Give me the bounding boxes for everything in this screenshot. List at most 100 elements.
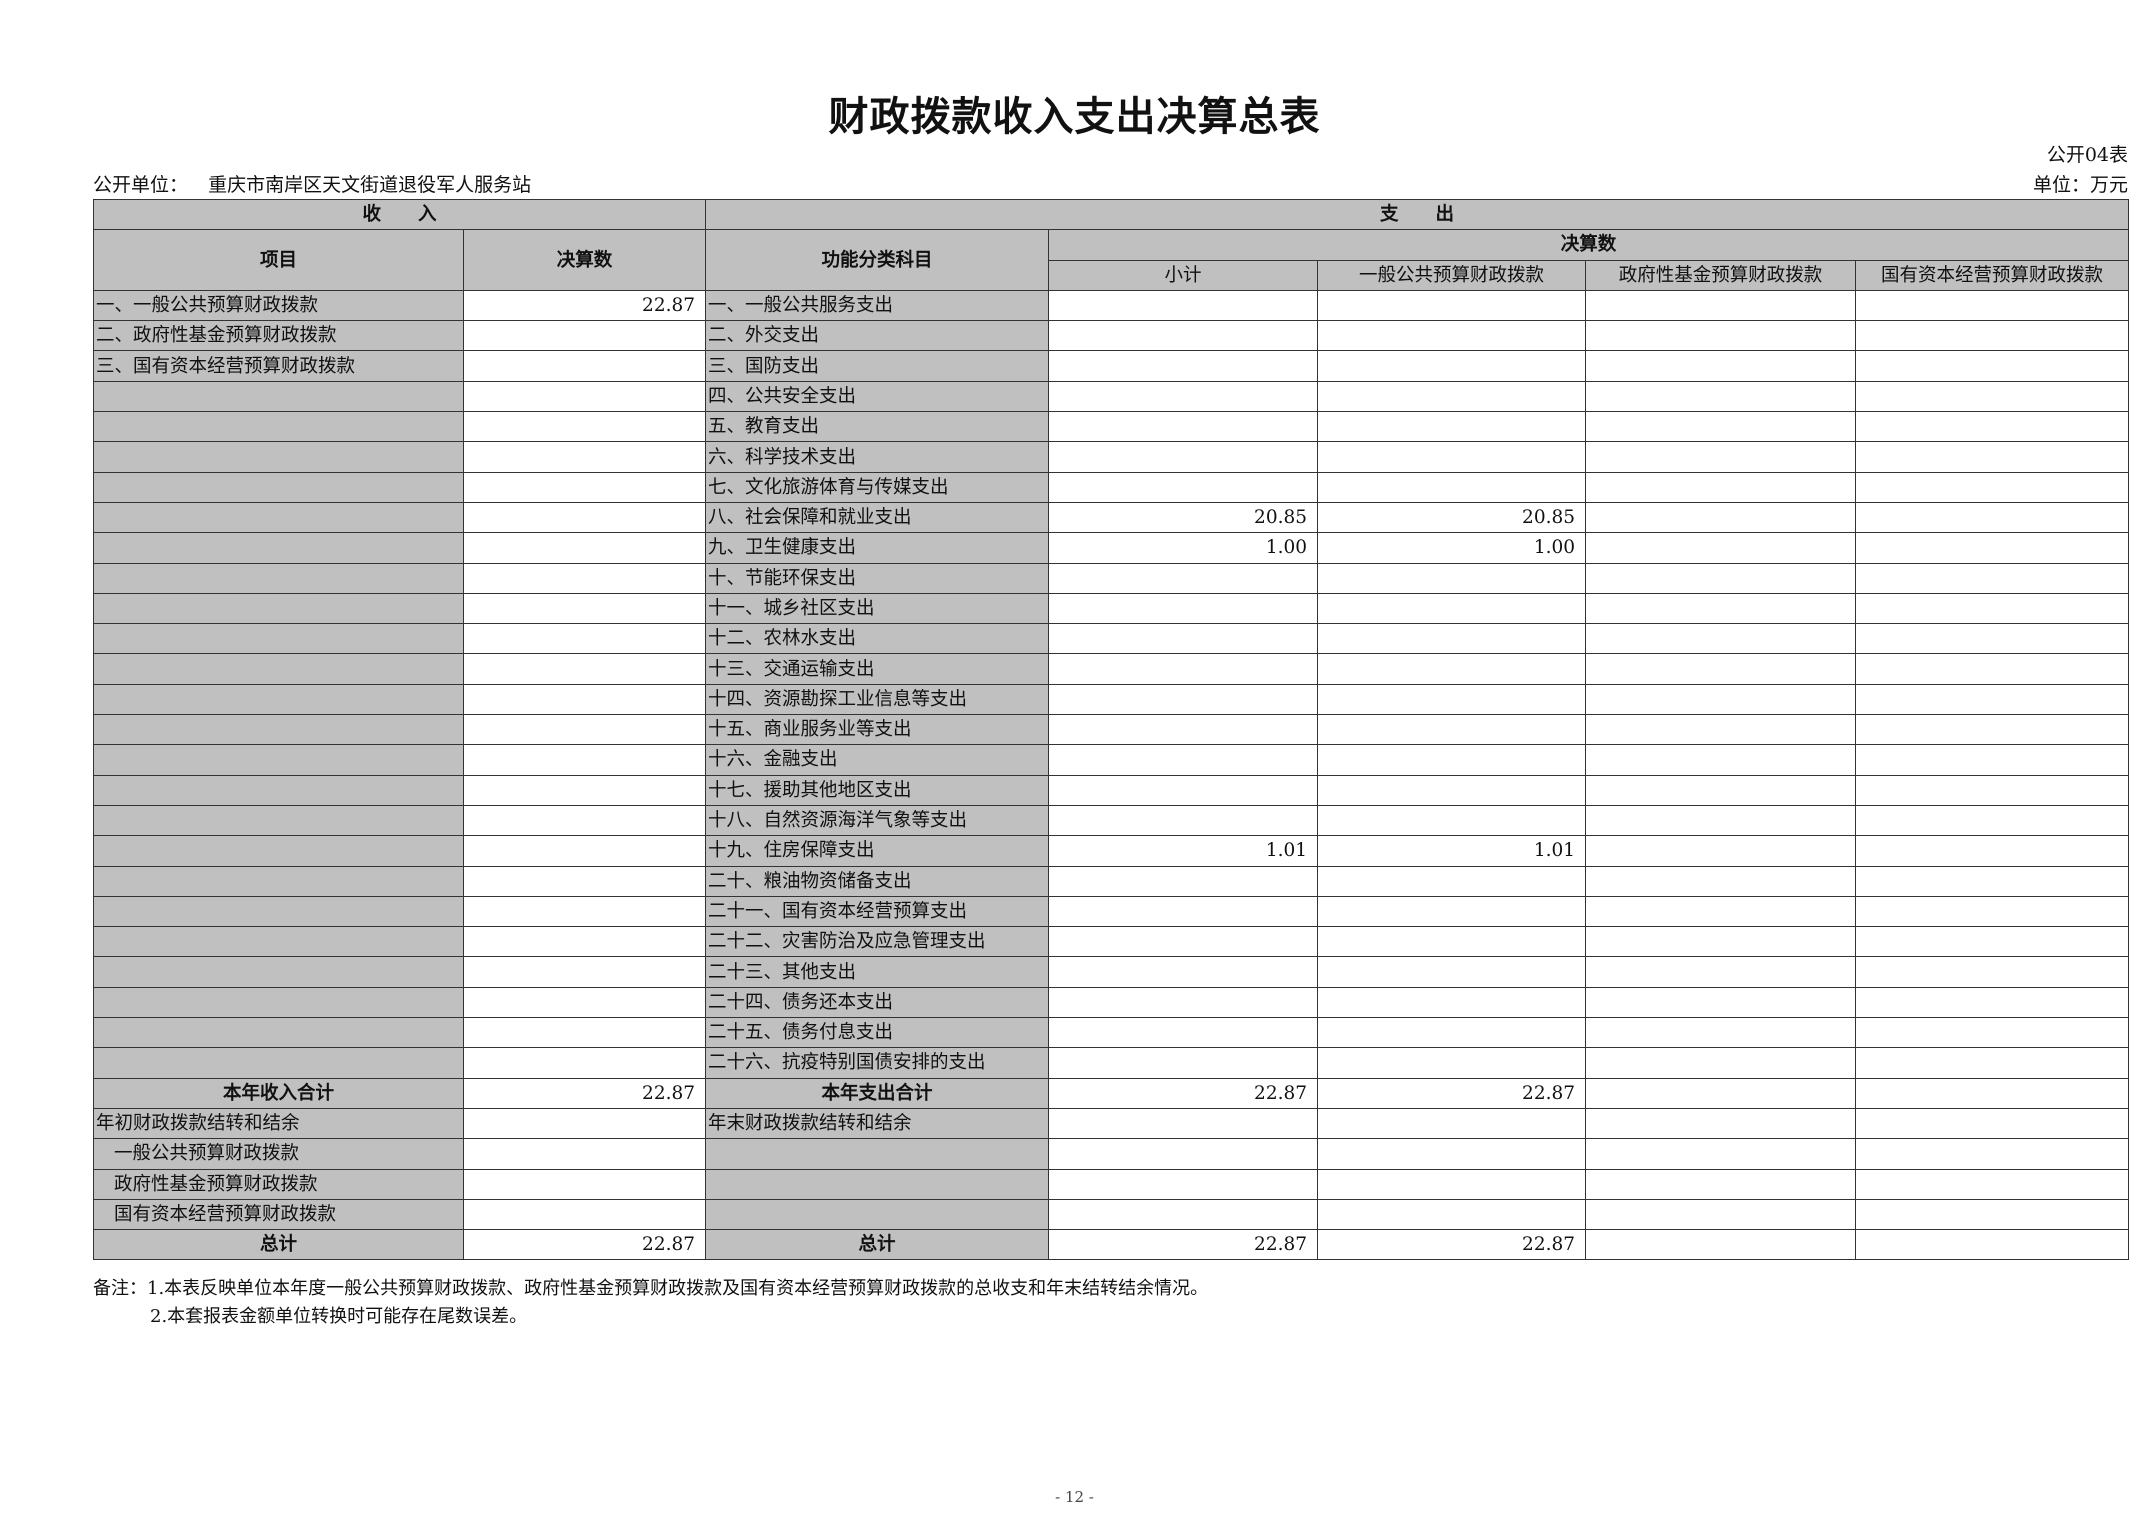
subtotal-header: 小计	[1048, 259, 1319, 291]
note-1: 备注：1.本表反映单位本年度一般公共预算财政拨款、政府性基金预算财政拨款及国有资…	[93, 1278, 1209, 1299]
expense-subtotal-cell	[1048, 865, 1319, 897]
income-amount-cell	[462, 683, 707, 716]
income-amount-cell	[462, 320, 707, 352]
expense-subtotal-cell	[1048, 804, 1319, 837]
expense-subtotal-cell	[1048, 1138, 1319, 1170]
expense-gov-fund-budget-cell	[1585, 774, 1857, 806]
table-row: 十四、资源勘探工业信息等支出	[93, 683, 2130, 716]
expense-gov-fund-budget-cell	[1585, 1077, 1857, 1109]
expense-state-capital-budget-cell	[1855, 501, 2130, 534]
table-row: 十一、城乡社区支出	[93, 592, 2130, 625]
income-item-cell	[93, 774, 464, 806]
expense-category-cell	[705, 1198, 1050, 1231]
expense-category-cell: 六、科学技术支出	[705, 441, 1050, 473]
expense-subtotal-cell	[1048, 623, 1319, 655]
page-number: - 12 -	[1055, 1488, 1094, 1506]
function-category-header: 功能分类科目	[705, 229, 1050, 291]
expense-category-cell: 七、文化旅游体育与传媒支出	[705, 471, 1050, 503]
expense-general-budget-cell	[1317, 926, 1587, 958]
expense-category-cell: 一、一般公共服务支出	[705, 289, 1050, 322]
expense-gov-fund-budget-cell	[1585, 956, 1857, 988]
expense-general-budget-cell	[1317, 774, 1587, 806]
table-row: 总计 22.87 总计 22.87 22.87	[93, 1229, 2130, 1261]
income-header: 收 入	[92, 198, 707, 231]
expense-state-capital-budget-cell	[1855, 1168, 2130, 1200]
expense-general-budget-cell	[1317, 441, 1587, 473]
expense-general-budget-cell	[1317, 865, 1587, 897]
expense-general-budget-cell	[1317, 956, 1587, 988]
expense-general-budget-cell	[1317, 289, 1587, 322]
table-row: 十、节能环保支出	[93, 562, 2130, 594]
income-item-cell: 总计	[93, 1229, 464, 1261]
expense-state-capital-budget-cell	[1855, 471, 2130, 503]
expense-general-budget-cell	[1317, 1138, 1587, 1170]
expense-state-capital-budget-cell	[1855, 623, 2130, 655]
table-body: 一、一般公共预算财政拨款 22.87 一、一般公共服务支出 二、政府性基金预算财政拨款…	[93, 289, 2130, 1261]
expense-gov-fund-budget-cell	[1585, 926, 1857, 958]
state-capital-budget-header: 国有资本经营预算财政拨款	[1855, 259, 2130, 291]
expense-state-capital-budget-cell	[1855, 1047, 2130, 1079]
income-amount-cell	[462, 986, 707, 1019]
expense-gov-fund-budget-cell	[1585, 562, 1857, 594]
expense-state-capital-budget-cell	[1855, 1229, 2130, 1261]
expense-subtotal-cell	[1048, 895, 1319, 928]
table-row: 十五、商业服务业等支出	[93, 714, 2130, 746]
income-item-cell	[93, 895, 464, 928]
income-amount-cell	[462, 926, 707, 958]
table-row: 二十二、灾害防治及应急管理支出	[93, 926, 2130, 958]
income-item-cell	[93, 986, 464, 1019]
income-amount-cell	[462, 1138, 707, 1170]
table-row: 七、文化旅游体育与传媒支出	[93, 471, 2130, 503]
expense-subtotal-cell: 22.87	[1048, 1077, 1319, 1109]
reporting-unit: 公开单位： 重庆市南岸区天文街道退役军人服务站	[93, 170, 531, 197]
expense-state-capital-budget-cell	[1855, 956, 2130, 988]
expense-gov-fund-budget-cell	[1585, 380, 1857, 413]
expense-general-budget-cell	[1317, 683, 1587, 716]
expense-category-cell: 十五、商业服务业等支出	[705, 714, 1050, 746]
expense-subtotal-cell	[1048, 1107, 1319, 1140]
expense-general-budget-cell	[1317, 592, 1587, 625]
table-row: 二、政府性基金预算财政拨款 二、外交支出	[93, 320, 2130, 352]
income-amount-cell	[462, 411, 707, 443]
table-row: 四、公共安全支出	[93, 380, 2130, 413]
expense-category-cell: 年末财政拨款结转和结余	[705, 1107, 1050, 1140]
expense-gov-fund-budget-cell	[1585, 895, 1857, 928]
table-row: 一般公共预算财政拨款	[93, 1138, 2130, 1170]
income-item-cell	[93, 592, 464, 625]
expense-category-cell	[705, 1138, 1050, 1170]
expense-state-capital-budget-cell	[1855, 895, 2130, 928]
income-item-cell: 年初财政拨款结转和结余	[93, 1107, 464, 1140]
reporting-unit-label: 公开单位：	[93, 174, 189, 196]
income-item-cell: 本年收入合计	[93, 1077, 464, 1109]
expense-general-budget-cell	[1317, 380, 1587, 413]
table-row: 十六、金融支出	[93, 744, 2130, 776]
table-row: 国有资本经营预算财政拨款	[93, 1198, 2130, 1231]
expense-general-budget-cell	[1317, 1168, 1587, 1200]
expense-state-capital-budget-cell	[1855, 411, 2130, 443]
table-row: 二十、粮油物资储备支出	[93, 865, 2130, 897]
income-item-cell	[93, 501, 464, 534]
expense-category-cell: 二十一、国有资本经营预算支出	[705, 895, 1050, 928]
income-item-cell	[93, 471, 464, 503]
expense-subtotal-cell: 20.85	[1048, 501, 1319, 534]
expense-category-cell: 二十二、灾害防治及应急管理支出	[705, 926, 1050, 958]
expense-gov-fund-budget-cell	[1585, 986, 1857, 1019]
expense-general-budget-cell	[1317, 471, 1587, 503]
expense-category-cell: 二、外交支出	[705, 320, 1050, 352]
income-amount-cell: 22.87	[462, 1229, 707, 1261]
expense-category-cell: 十六、金融支出	[705, 744, 1050, 776]
expense-gov-fund-budget-cell	[1585, 1017, 1857, 1049]
expense-subtotal-cell: 1.00	[1048, 532, 1319, 564]
income-item-cell	[93, 1017, 464, 1049]
income-amount-cell	[462, 1168, 707, 1200]
expense-gov-fund-budget-cell	[1585, 865, 1857, 897]
expense-state-capital-budget-cell	[1855, 380, 2130, 413]
expense-category-cell: 十七、援助其他地区支出	[705, 774, 1050, 806]
table-row: 二十六、抗疫特别国债安排的支出	[93, 1047, 2130, 1079]
expense-general-budget-cell: 20.85	[1317, 501, 1587, 534]
expense-subtotal-cell	[1048, 774, 1319, 806]
expense-gov-fund-budget-cell	[1585, 683, 1857, 716]
note-2: 2.本套报表金额单位转换时可能存在尾数误差。	[150, 1306, 528, 1327]
expense-gov-fund-budget-cell	[1585, 714, 1857, 746]
table-row: 二十四、债务还本支出	[93, 986, 2130, 1019]
